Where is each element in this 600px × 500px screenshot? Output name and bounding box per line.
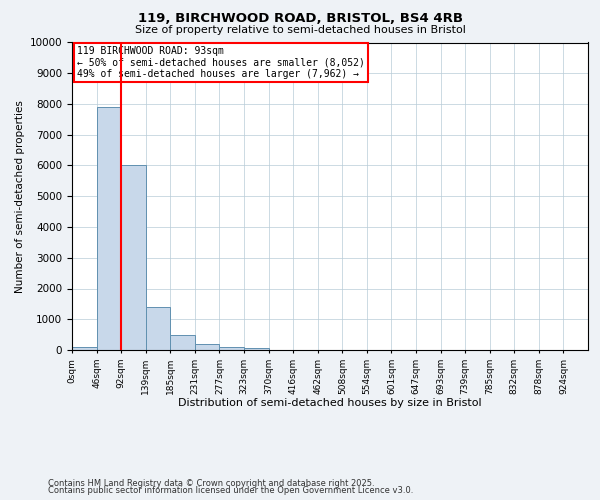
Bar	[97, 107, 121, 350]
Text: Contains HM Land Registry data © Crown copyright and database right 2025.: Contains HM Land Registry data © Crown c…	[48, 478, 374, 488]
Bar	[244, 348, 269, 350]
Bar	[146, 307, 170, 350]
Text: 119, BIRCHWOOD ROAD, BRISTOL, BS4 4RB: 119, BIRCHWOOD ROAD, BRISTOL, BS4 4RB	[137, 12, 463, 26]
Bar	[170, 334, 195, 350]
Y-axis label: Number of semi-detached properties: Number of semi-detached properties	[16, 100, 25, 292]
Bar	[121, 166, 146, 350]
Text: Size of property relative to semi-detached houses in Bristol: Size of property relative to semi-detach…	[134, 25, 466, 35]
X-axis label: Distribution of semi-detached houses by size in Bristol: Distribution of semi-detached houses by …	[178, 398, 482, 408]
Bar	[72, 346, 97, 350]
Bar	[220, 347, 244, 350]
Text: Contains public sector information licensed under the Open Government Licence v3: Contains public sector information licen…	[48, 486, 413, 495]
Bar	[195, 344, 220, 350]
Text: 119 BIRCHWOOD ROAD: 93sqm
← 50% of semi-detached houses are smaller (8,052)
49% : 119 BIRCHWOOD ROAD: 93sqm ← 50% of semi-…	[77, 46, 365, 79]
